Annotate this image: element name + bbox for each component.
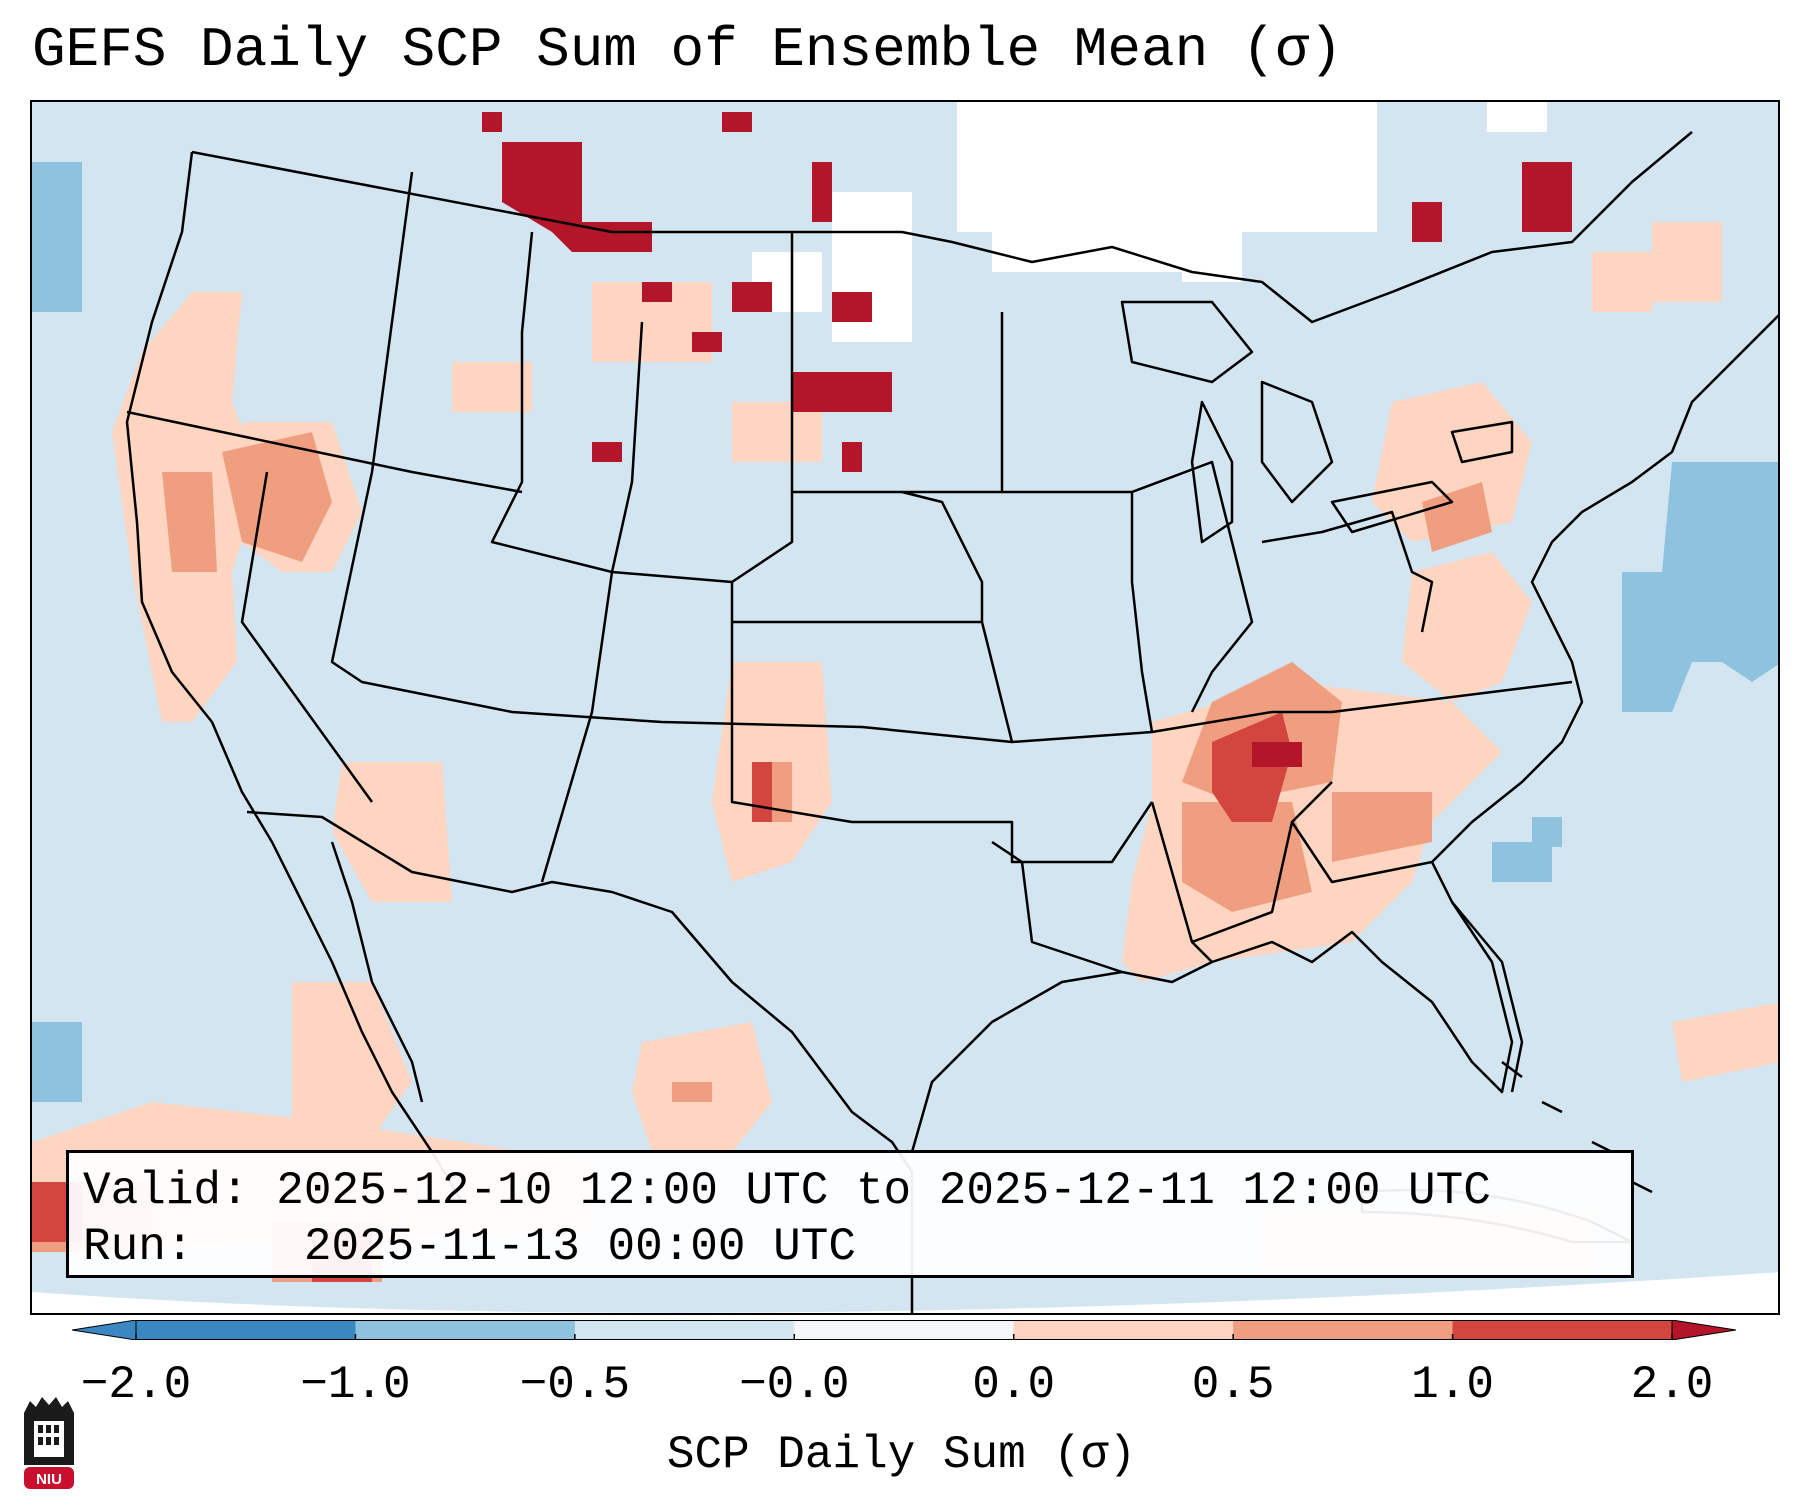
colorbar-tick-labels: −2.0 −1.0 −0.5 −0.0 0.0 0.5 1.0 2.0 — [0, 1362, 1803, 1422]
colorbar-tick-label: −1.0 — [300, 1359, 411, 1411]
extreme-warm-shading — [482, 112, 1572, 767]
political-boundaries — [125, 131, 1778, 1313]
run-value: 2025-11-13 00:00 UTC — [303, 1221, 856, 1273]
colorbar-segment — [136, 1320, 356, 1340]
colorbar-outline — [135, 1320, 1673, 1340]
niu-logo: NIU — [20, 1393, 78, 1493]
valid-value: 2025-12-10 12:00 UTC to 2025-12-11 12:00… — [276, 1165, 1491, 1217]
colorbar-tick-label: −0.5 — [519, 1359, 631, 1411]
colorbar-tick-label: 2.0 — [1630, 1359, 1714, 1411]
map-canvas — [32, 102, 1778, 1313]
colorbar — [71, 1319, 1737, 1341]
colorbar-title: SCP Daily Sum (σ) — [666, 1429, 1137, 1481]
valid-run-info-box: Valid: 2025-12-10 12:00 UTC to 2025-12-1… — [66, 1150, 1634, 1278]
colorbar-tick-label: 1.0 — [1411, 1359, 1494, 1411]
colorbar-segment — [1452, 1320, 1673, 1340]
colorbar-segment — [355, 1320, 576, 1340]
valid-label: Valid: — [83, 1165, 249, 1217]
colorbar-tick-label: −0.0 — [739, 1359, 850, 1411]
cool-anomaly-shading — [32, 162, 1778, 1102]
valid-row: Valid: 2025-12-10 12:00 UTC to 2025-12-1… — [83, 1163, 1617, 1219]
colorbar-tick-label: 0.5 — [1191, 1359, 1275, 1411]
missing-data-region — [752, 102, 1547, 342]
colorbar-segment — [794, 1320, 1015, 1340]
colorbar-tick-label: −2.0 — [80, 1359, 192, 1411]
colorbar-segment — [1233, 1320, 1454, 1340]
map-panel — [30, 100, 1780, 1315]
colorbar-segment — [574, 1320, 795, 1340]
run-row: Run: 2025-11-13 00:00 UTC — [83, 1219, 1617, 1275]
run-label: Run: — [83, 1221, 194, 1273]
figure-title: GEFS Daily SCP Sum of Ensemble Mean (σ) — [32, 18, 1343, 82]
colorbar-extend-high — [1671, 1319, 1737, 1341]
logo-text: NIU — [36, 1471, 62, 1488]
colorbar-svg — [71, 1319, 1737, 1341]
colorbar-segment — [1013, 1320, 1234, 1340]
colorbar-extend-low — [71, 1319, 137, 1341]
projection-edge — [32, 1272, 1778, 1313]
colorbar-tick-label: 0.0 — [972, 1359, 1056, 1411]
